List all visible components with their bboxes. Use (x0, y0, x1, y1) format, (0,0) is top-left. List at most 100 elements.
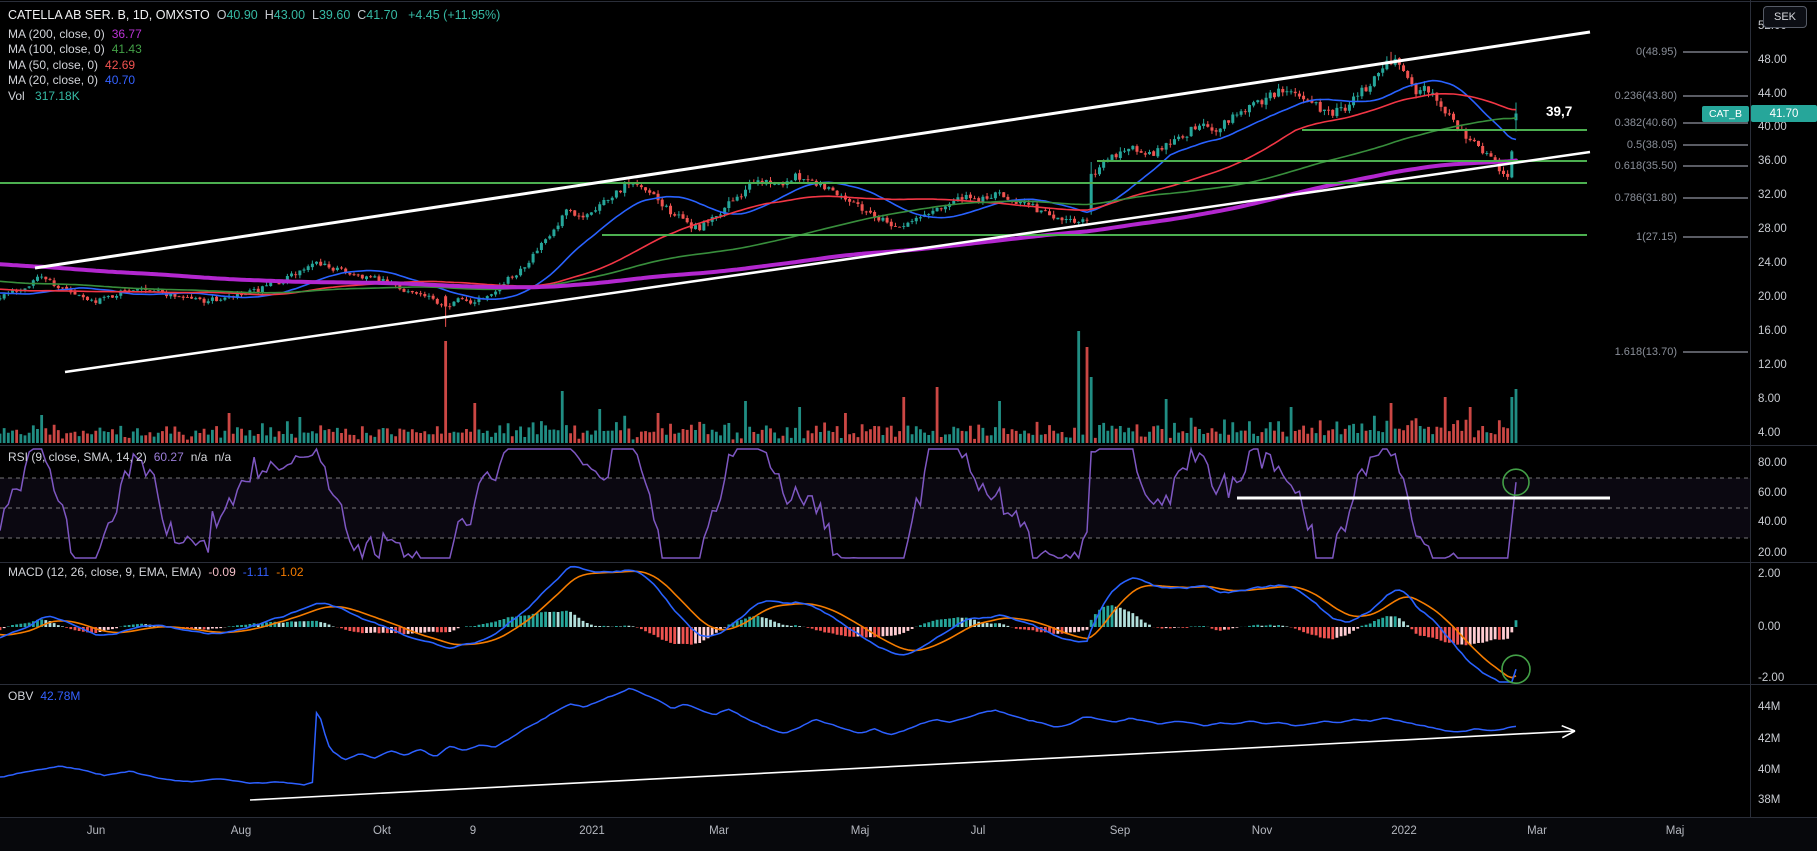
ma-value: 40.70 (105, 73, 136, 87)
obv-value-0: 42.78M (40, 689, 81, 703)
time-tick: 2021 (579, 825, 605, 837)
fib-level-label-6: 1(27.15) (1636, 231, 1677, 243)
macd-pane[interactable] (0, 565, 1531, 684)
ma-legend-row-1[interactable]: MA (100, close, 0) 41.43 (8, 42, 500, 58)
macd-tick: 2.00 (1758, 568, 1781, 580)
obv-arrow-head (1561, 724, 1576, 739)
volume-legend-row[interactable]: Vol 317.18K (8, 89, 500, 105)
trend-channel-line-0[interactable] (34, 30, 1591, 270)
symbol-header[interactable]: CATELLA AB SER. B, 1D, OMXSTO O40.90 H43.0… (8, 8, 500, 24)
change-value: +4.45 (+11.95%) (408, 8, 501, 22)
ma-label: MA (100, close, 0) (8, 42, 105, 56)
time-tick: Maj (850, 825, 870, 837)
rsi-value-1: n/a (190, 450, 208, 464)
time-tick: Nov (1251, 825, 1273, 837)
ma20-line (0, 79, 1517, 300)
fib-level-label-1: 0.236(43.80) (1614, 90, 1677, 102)
ma200-line (0, 158, 1518, 290)
time-tick: Mar (1527, 825, 1547, 837)
ma-label: MA (50, close, 0) (8, 57, 99, 72)
last-price-badge: 41.70 (1751, 105, 1817, 122)
macd-legend-row[interactable]: MACD (12, 26, close, 9, EMA, EMA) -0.09 -1… (8, 565, 304, 579)
fib-level-label-7: 1.618(13.70) (1614, 346, 1677, 358)
main-legend: CATELLA AB SER. B, 1D, OMXSTO O40.90 H43.0… (8, 8, 500, 104)
price-tick: 12.00 (1758, 359, 1787, 371)
obv-tick: 42M (1758, 733, 1781, 745)
symbol-title[interactable]: CATELLA AB SER. B, 1D, OMXSTO (8, 8, 210, 22)
time-tick: Mar (709, 825, 729, 837)
price-tick: 28.00 (1758, 223, 1787, 235)
trend-channel-line-1[interactable] (64, 150, 1591, 374)
ma100-line (0, 117, 1517, 294)
price-tick: 8.00 (1758, 393, 1781, 405)
fib-level-label-2: 0.382(40.60) (1614, 117, 1677, 129)
macd-hist-grow-above (6, 605, 1518, 627)
ma-legend-row-0[interactable]: MA (200, close, 0) 36.77 (8, 27, 500, 43)
rsi-tick: 60.00 (1758, 487, 1787, 499)
ohlc-high-label: H (264, 8, 274, 22)
obv-line (0, 687, 1517, 786)
time-tick: Jul (970, 825, 986, 837)
ma50-line (0, 93, 1517, 296)
time-tick: 9 (469, 825, 477, 837)
price-tick: 40.00 (1758, 121, 1787, 133)
price-tick: 44.00 (1758, 88, 1787, 100)
price-tick: 16.00 (1758, 325, 1787, 337)
macd-tick: -2.00 (1758, 672, 1785, 684)
volume-bars-down (15, 341, 1510, 443)
rsi-band (0, 478, 1750, 538)
time-tick: Sep (1109, 825, 1131, 837)
price-tick: 48.00 (1758, 54, 1787, 66)
price-tick: 4.00 (1758, 427, 1781, 439)
price-tick: 20.00 (1758, 291, 1787, 303)
rsi-legend-row[interactable]: RSI (9, close, SMA, 14, 2) 60.27 n/a n/a (8, 450, 231, 464)
obv-legend-row[interactable]: OBV 42.78M (8, 689, 80, 703)
price-tick: 32.00 (1758, 189, 1787, 201)
ohlc-high-value: 43.00 (273, 8, 306, 22)
ohlc-open-label: O (216, 8, 227, 22)
macd-tick: 0.00 (1758, 621, 1781, 633)
fib-level-label-3: 0.5(38.05) (1626, 139, 1677, 151)
macd-value-0: -0.09 (208, 565, 236, 579)
fib-level-label-5: 0.786(31.80) (1614, 192, 1677, 204)
time-tick: Maj (1665, 825, 1685, 837)
time-axis[interactable]: Jun Aug Okt 9 2021 Mar Maj Jul Sep Nov 2022 Mar Maj (0, 817, 1817, 851)
time-tick: 2022 (1391, 825, 1417, 837)
ma-legend-row-2[interactable]: MA (50, close, 0) 42.69 (8, 58, 500, 74)
ohlc-open-value: 40.90 (226, 8, 258, 22)
obv-pane[interactable] (0, 687, 1576, 801)
time-tick: Okt (373, 825, 391, 837)
volume-label: Vol (8, 88, 25, 103)
rsi-pane[interactable] (0, 446, 1750, 561)
support-price-label: 39,7 (1546, 104, 1573, 119)
price-pane[interactable] (0, 30, 1591, 443)
macd-value-2: -1.02 (276, 565, 304, 579)
ohlc-close-value: 41.70 (366, 8, 398, 22)
obv-tick: 38M (1758, 794, 1781, 806)
ma-legend-row-3[interactable]: MA (20, close, 0) 40.70 (8, 73, 500, 89)
rsi-highlight-circle[interactable] (1502, 468, 1530, 497)
obv-label: OBV (8, 689, 34, 703)
obv-trend-arrow[interactable] (249, 730, 1576, 801)
macd-signal-line (0, 570, 1517, 679)
macd-label: MACD (12, 26, close, 9, EMA, EMA) (8, 565, 202, 579)
currency-toggle-button[interactable]: SEK (1763, 6, 1807, 28)
fib-level-label-4: 0.618(35.50) (1614, 160, 1677, 172)
ma-legend-rows: MA (200, close, 0) 36.77 MA (100, close, 0… (8, 27, 500, 89)
macd-hist-fall-below (0, 627, 1501, 646)
rsi-tick: 80.00 (1758, 457, 1787, 469)
fib-level-label-0: 0(48.95) (1636, 46, 1677, 58)
ma-value: 36.77 (111, 26, 142, 41)
rsi-value-2: n/a (214, 450, 232, 464)
ohlc-close-label: C (357, 8, 367, 22)
macd-line (0, 565, 1517, 683)
rsi-tick: 40.00 (1758, 516, 1787, 528)
symbol-badge: CAT_B (1702, 106, 1749, 122)
volume-value: 317.18K (35, 88, 80, 103)
ohlc-low-label: L (312, 8, 319, 22)
time-tick: Jun (86, 825, 106, 837)
macd-hist-fall-above (44, 606, 1410, 627)
macd-highlight-circle[interactable] (1501, 654, 1531, 684)
